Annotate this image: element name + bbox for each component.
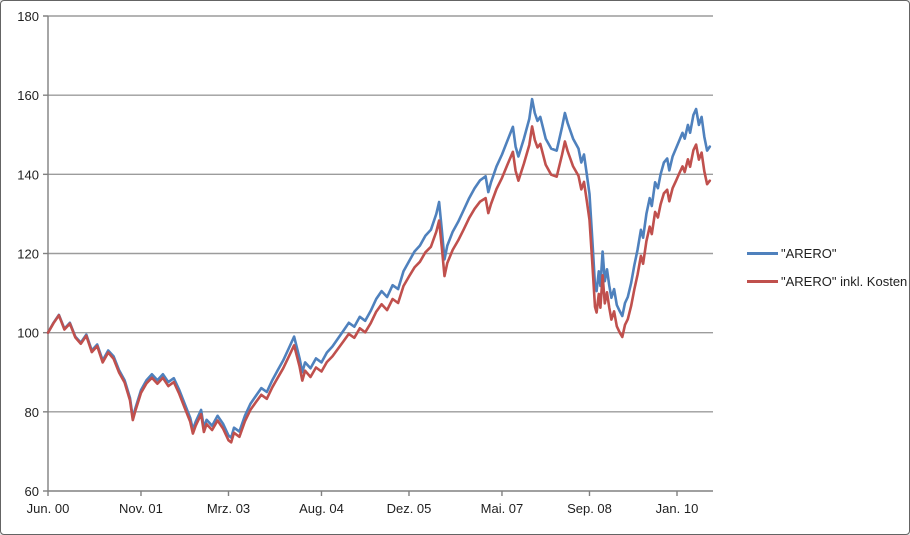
legend-swatch-arero-inkl-kosten — [747, 280, 778, 283]
y-tick-label: 80 — [25, 405, 39, 420]
legend: "ARERO" "ARERO" inkl. Kosten — [747, 244, 907, 291]
y-tick-label: 160 — [17, 88, 39, 103]
x-tick-label: Jun. 00 — [27, 501, 70, 516]
y-tick-label: 120 — [17, 247, 39, 262]
y-tick-label: 140 — [17, 167, 39, 182]
x-tick-label: Sep. 08 — [567, 501, 612, 516]
x-tick-label: Mai. 07 — [481, 501, 524, 516]
x-tick-label: Dez. 05 — [387, 501, 432, 516]
legend-label-arero: "ARERO" — [781, 246, 837, 261]
series-line-arero-inkl-kosten — [46, 125, 712, 444]
legend-item-arero-inkl-kosten[interactable]: "ARERO" inkl. Kosten — [747, 272, 907, 291]
legend-label-arero-inkl-kosten: "ARERO" inkl. Kosten — [781, 274, 908, 289]
x-tick-label: Aug. 04 — [299, 501, 344, 516]
y-tick-label: 60 — [25, 484, 39, 499]
series-line-arero — [46, 97, 712, 439]
x-tick-label: Mrz. 03 — [207, 501, 250, 516]
y-tick-label: 180 — [17, 9, 39, 24]
legend-swatch-arero — [747, 252, 778, 255]
y-tick-label: 100 — [17, 326, 39, 341]
x-tick-label: Nov. 01 — [119, 501, 163, 516]
x-tick-label: Jan. 10 — [656, 501, 699, 516]
legend-item-arero[interactable]: "ARERO" — [747, 244, 907, 263]
